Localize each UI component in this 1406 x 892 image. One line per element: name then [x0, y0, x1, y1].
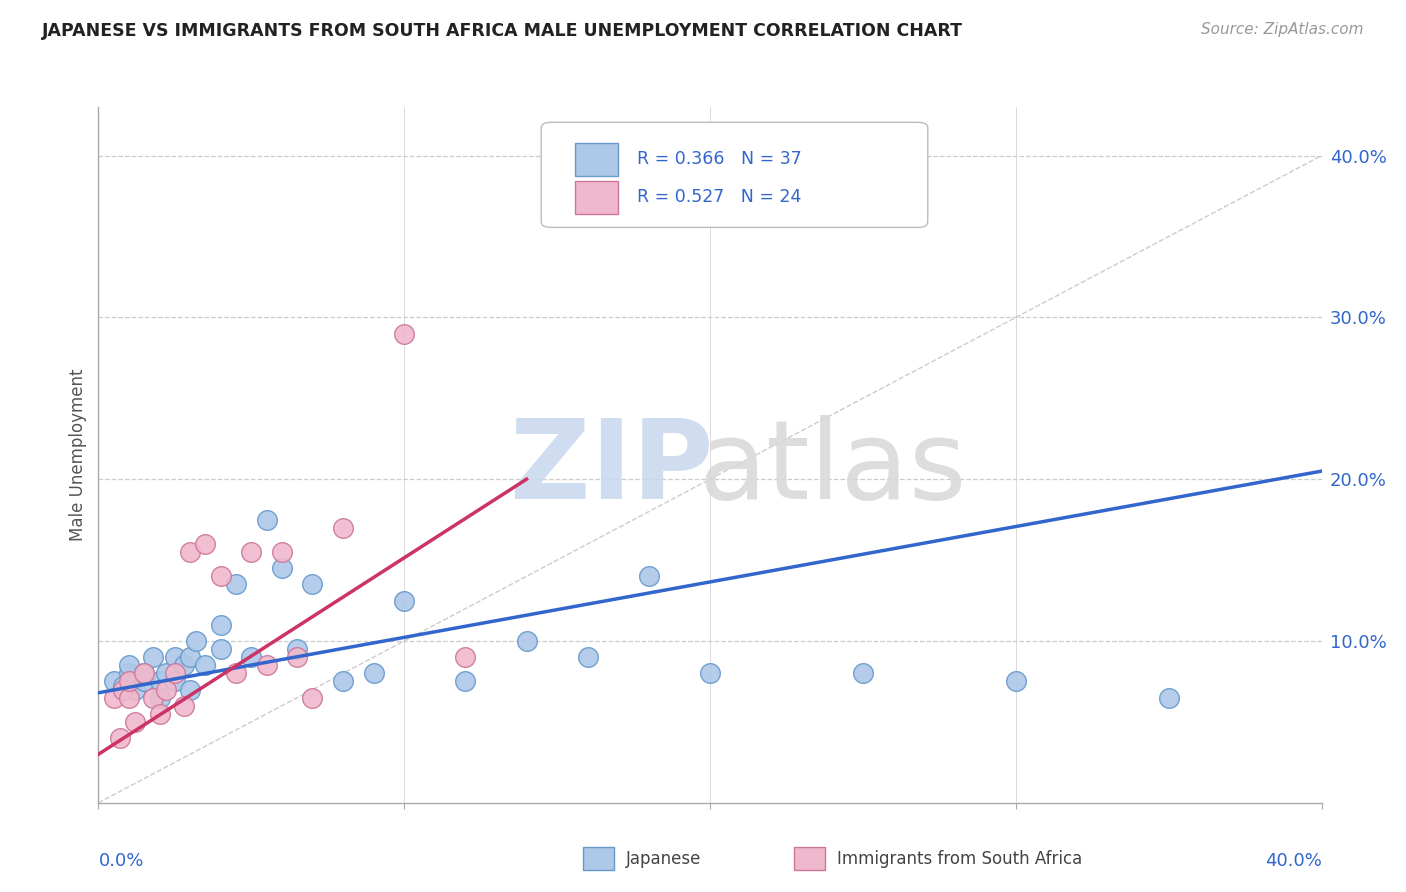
Point: [163, 674, 186, 689]
Point: [1004, 674, 1026, 689]
Point: [142, 690, 165, 705]
Point: [134, 666, 156, 681]
Text: ZIP: ZIP: [510, 416, 714, 523]
Point: [179, 682, 201, 697]
Point: [209, 617, 232, 632]
Point: [155, 666, 177, 681]
Point: [332, 521, 354, 535]
FancyBboxPatch shape: [541, 122, 928, 227]
Point: [699, 666, 721, 681]
Point: [852, 666, 875, 681]
Point: [149, 690, 172, 705]
Point: [194, 537, 217, 551]
Point: [173, 698, 195, 713]
Point: [270, 561, 292, 575]
Text: JAPANESE VS IMMIGRANTS FROM SOUTH AFRICA MALE UNEMPLOYMENT CORRELATION CHART: JAPANESE VS IMMIGRANTS FROM SOUTH AFRICA…: [42, 22, 963, 40]
Point: [332, 674, 354, 689]
Text: Source: ZipAtlas.com: Source: ZipAtlas.com: [1201, 22, 1364, 37]
Point: [270, 545, 292, 559]
Point: [149, 706, 172, 721]
Point: [392, 593, 416, 607]
Point: [103, 674, 125, 689]
Point: [103, 690, 125, 705]
Point: [285, 642, 308, 657]
Point: [1157, 690, 1180, 705]
Bar: [575, 181, 619, 214]
Text: atlas: atlas: [699, 416, 966, 523]
Point: [155, 682, 177, 697]
Point: [118, 674, 141, 689]
Point: [124, 714, 146, 729]
Point: [163, 666, 186, 681]
Point: [108, 731, 131, 745]
Point: [392, 326, 416, 341]
Point: [363, 666, 385, 681]
Point: [209, 642, 232, 657]
Bar: [575, 143, 619, 176]
Point: [225, 577, 247, 591]
Point: [576, 650, 599, 665]
Point: [179, 650, 201, 665]
Point: [194, 658, 217, 673]
Point: [111, 682, 134, 697]
Text: 0.0%: 0.0%: [98, 852, 143, 870]
Point: [186, 634, 208, 648]
Point: [163, 650, 186, 665]
Point: [454, 674, 477, 689]
Text: Japanese: Japanese: [626, 849, 702, 868]
Point: [301, 577, 323, 591]
Point: [179, 545, 201, 559]
Point: [256, 658, 278, 673]
Point: [637, 569, 661, 583]
Text: 40.0%: 40.0%: [1265, 852, 1322, 870]
Point: [142, 650, 165, 665]
Point: [118, 666, 141, 681]
Point: [209, 569, 232, 583]
Point: [173, 658, 195, 673]
Text: R = 0.527   N = 24: R = 0.527 N = 24: [637, 188, 801, 206]
Point: [240, 650, 263, 665]
Point: [118, 690, 141, 705]
Y-axis label: Male Unemployment: Male Unemployment: [69, 368, 87, 541]
Point: [149, 674, 172, 689]
Point: [134, 666, 156, 681]
Point: [301, 690, 323, 705]
Point: [454, 650, 477, 665]
Point: [134, 674, 156, 689]
Text: R = 0.366   N = 37: R = 0.366 N = 37: [637, 150, 801, 169]
Point: [516, 634, 538, 648]
Point: [240, 545, 263, 559]
Point: [124, 682, 146, 697]
Text: Immigrants from South Africa: Immigrants from South Africa: [837, 849, 1081, 868]
Point: [225, 666, 247, 681]
Point: [256, 513, 278, 527]
Point: [118, 658, 141, 673]
Point: [285, 650, 308, 665]
Point: [111, 679, 134, 693]
